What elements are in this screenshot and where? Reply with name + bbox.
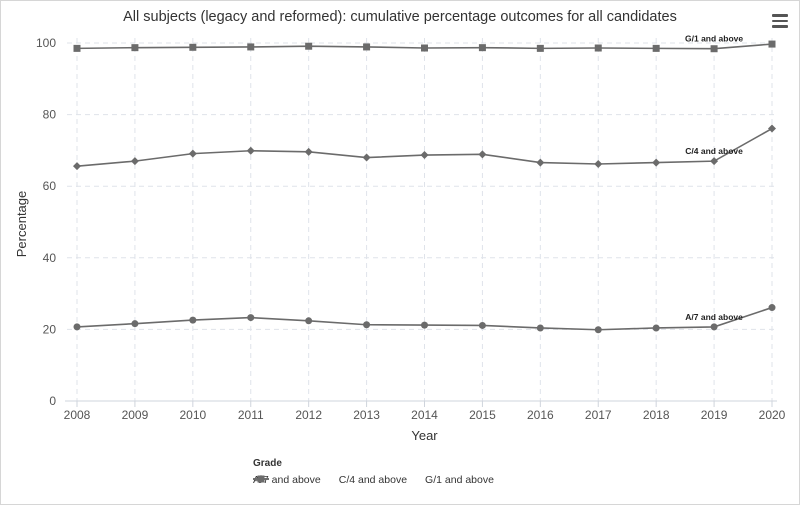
- data-point: [536, 158, 545, 167]
- x-tick-label: 2016: [527, 408, 554, 422]
- legend-item[interactable]: C/4 and above: [253, 474, 408, 486]
- data-point: [363, 321, 371, 329]
- data-point: [420, 151, 429, 160]
- data-point: [362, 153, 371, 162]
- legend-item[interactable]: G/1 and above: [253, 474, 494, 486]
- data-point: [130, 157, 139, 166]
- legend-swatch: [253, 475, 269, 483]
- x-tick-label: 2012: [295, 408, 322, 422]
- legend: A/7 and above C/4 and above G/1 and above: [253, 474, 494, 486]
- data-point: [247, 43, 255, 51]
- data-point: [594, 160, 603, 169]
- y-tick-label: 20: [43, 322, 57, 336]
- data-point: [247, 314, 255, 322]
- x-axis-title: Year: [411, 428, 438, 443]
- data-point: [73, 44, 81, 52]
- data-point: [73, 323, 81, 331]
- data-point: [768, 304, 776, 312]
- y-tick-label: 60: [43, 179, 57, 193]
- x-tick-label: 2008: [64, 408, 91, 422]
- legend-label: A/7 and above: [253, 474, 321, 486]
- data-point: [478, 44, 486, 52]
- x-tick-label: 2010: [179, 408, 206, 422]
- data-point: [131, 44, 139, 52]
- y-tick-label: 40: [43, 251, 57, 265]
- legend-title: Grade: [253, 458, 282, 469]
- data-point: [710, 45, 718, 53]
- data-point: [594, 44, 602, 52]
- data-point: [421, 321, 428, 329]
- data-point: [768, 40, 776, 48]
- data-point: [536, 44, 544, 52]
- y-tick-label: 80: [43, 108, 57, 122]
- data-point: [305, 317, 313, 325]
- x-tick-label: 2011: [238, 408, 264, 422]
- data-point: [594, 326, 602, 334]
- y-tick-label: 100: [36, 36, 56, 50]
- data-point: [710, 157, 719, 166]
- hamburger-menu-icon[interactable]: [772, 14, 788, 28]
- data-point: [131, 320, 139, 328]
- data-point: [478, 321, 486, 329]
- series-data-label: A/7 and above: [685, 312, 743, 322]
- data-point: [710, 323, 718, 331]
- data-point: [652, 44, 660, 52]
- y-tick-label: 0: [49, 394, 56, 408]
- x-tick-label: 2019: [701, 408, 728, 422]
- legend-label: G/1 and above: [425, 474, 494, 486]
- data-point: [652, 158, 661, 167]
- data-point: [652, 324, 660, 332]
- x-tick-label: 2017: [585, 408, 612, 422]
- series-data-label: C/4 and above: [685, 146, 743, 156]
- x-tick-label: 2020: [759, 408, 786, 422]
- data-point: [536, 324, 544, 332]
- x-tick-label: 2009: [122, 408, 149, 422]
- data-point: [478, 150, 487, 159]
- data-point: [305, 42, 313, 50]
- legend-label: C/4 and above: [338, 474, 408, 486]
- data-point: [421, 44, 428, 52]
- data-point: [768, 124, 776, 133]
- y-axis-title: Percentage: [14, 191, 29, 258]
- data-point: [188, 149, 197, 158]
- data-point: [73, 162, 81, 171]
- x-tick-label: 2015: [469, 408, 496, 422]
- x-tick-label: 2013: [353, 408, 380, 422]
- data-point: [246, 146, 255, 155]
- data-point: [189, 43, 197, 51]
- chart-title: All subjects (legacy and reformed): cumu…: [123, 9, 677, 25]
- series-data-label: G/1 and above: [685, 34, 743, 44]
- data-point: [363, 43, 371, 51]
- x-tick-label: 2018: [643, 408, 670, 422]
- x-tick-label: 2014: [411, 408, 438, 422]
- data-point: [304, 147, 313, 156]
- data-point: [189, 316, 197, 324]
